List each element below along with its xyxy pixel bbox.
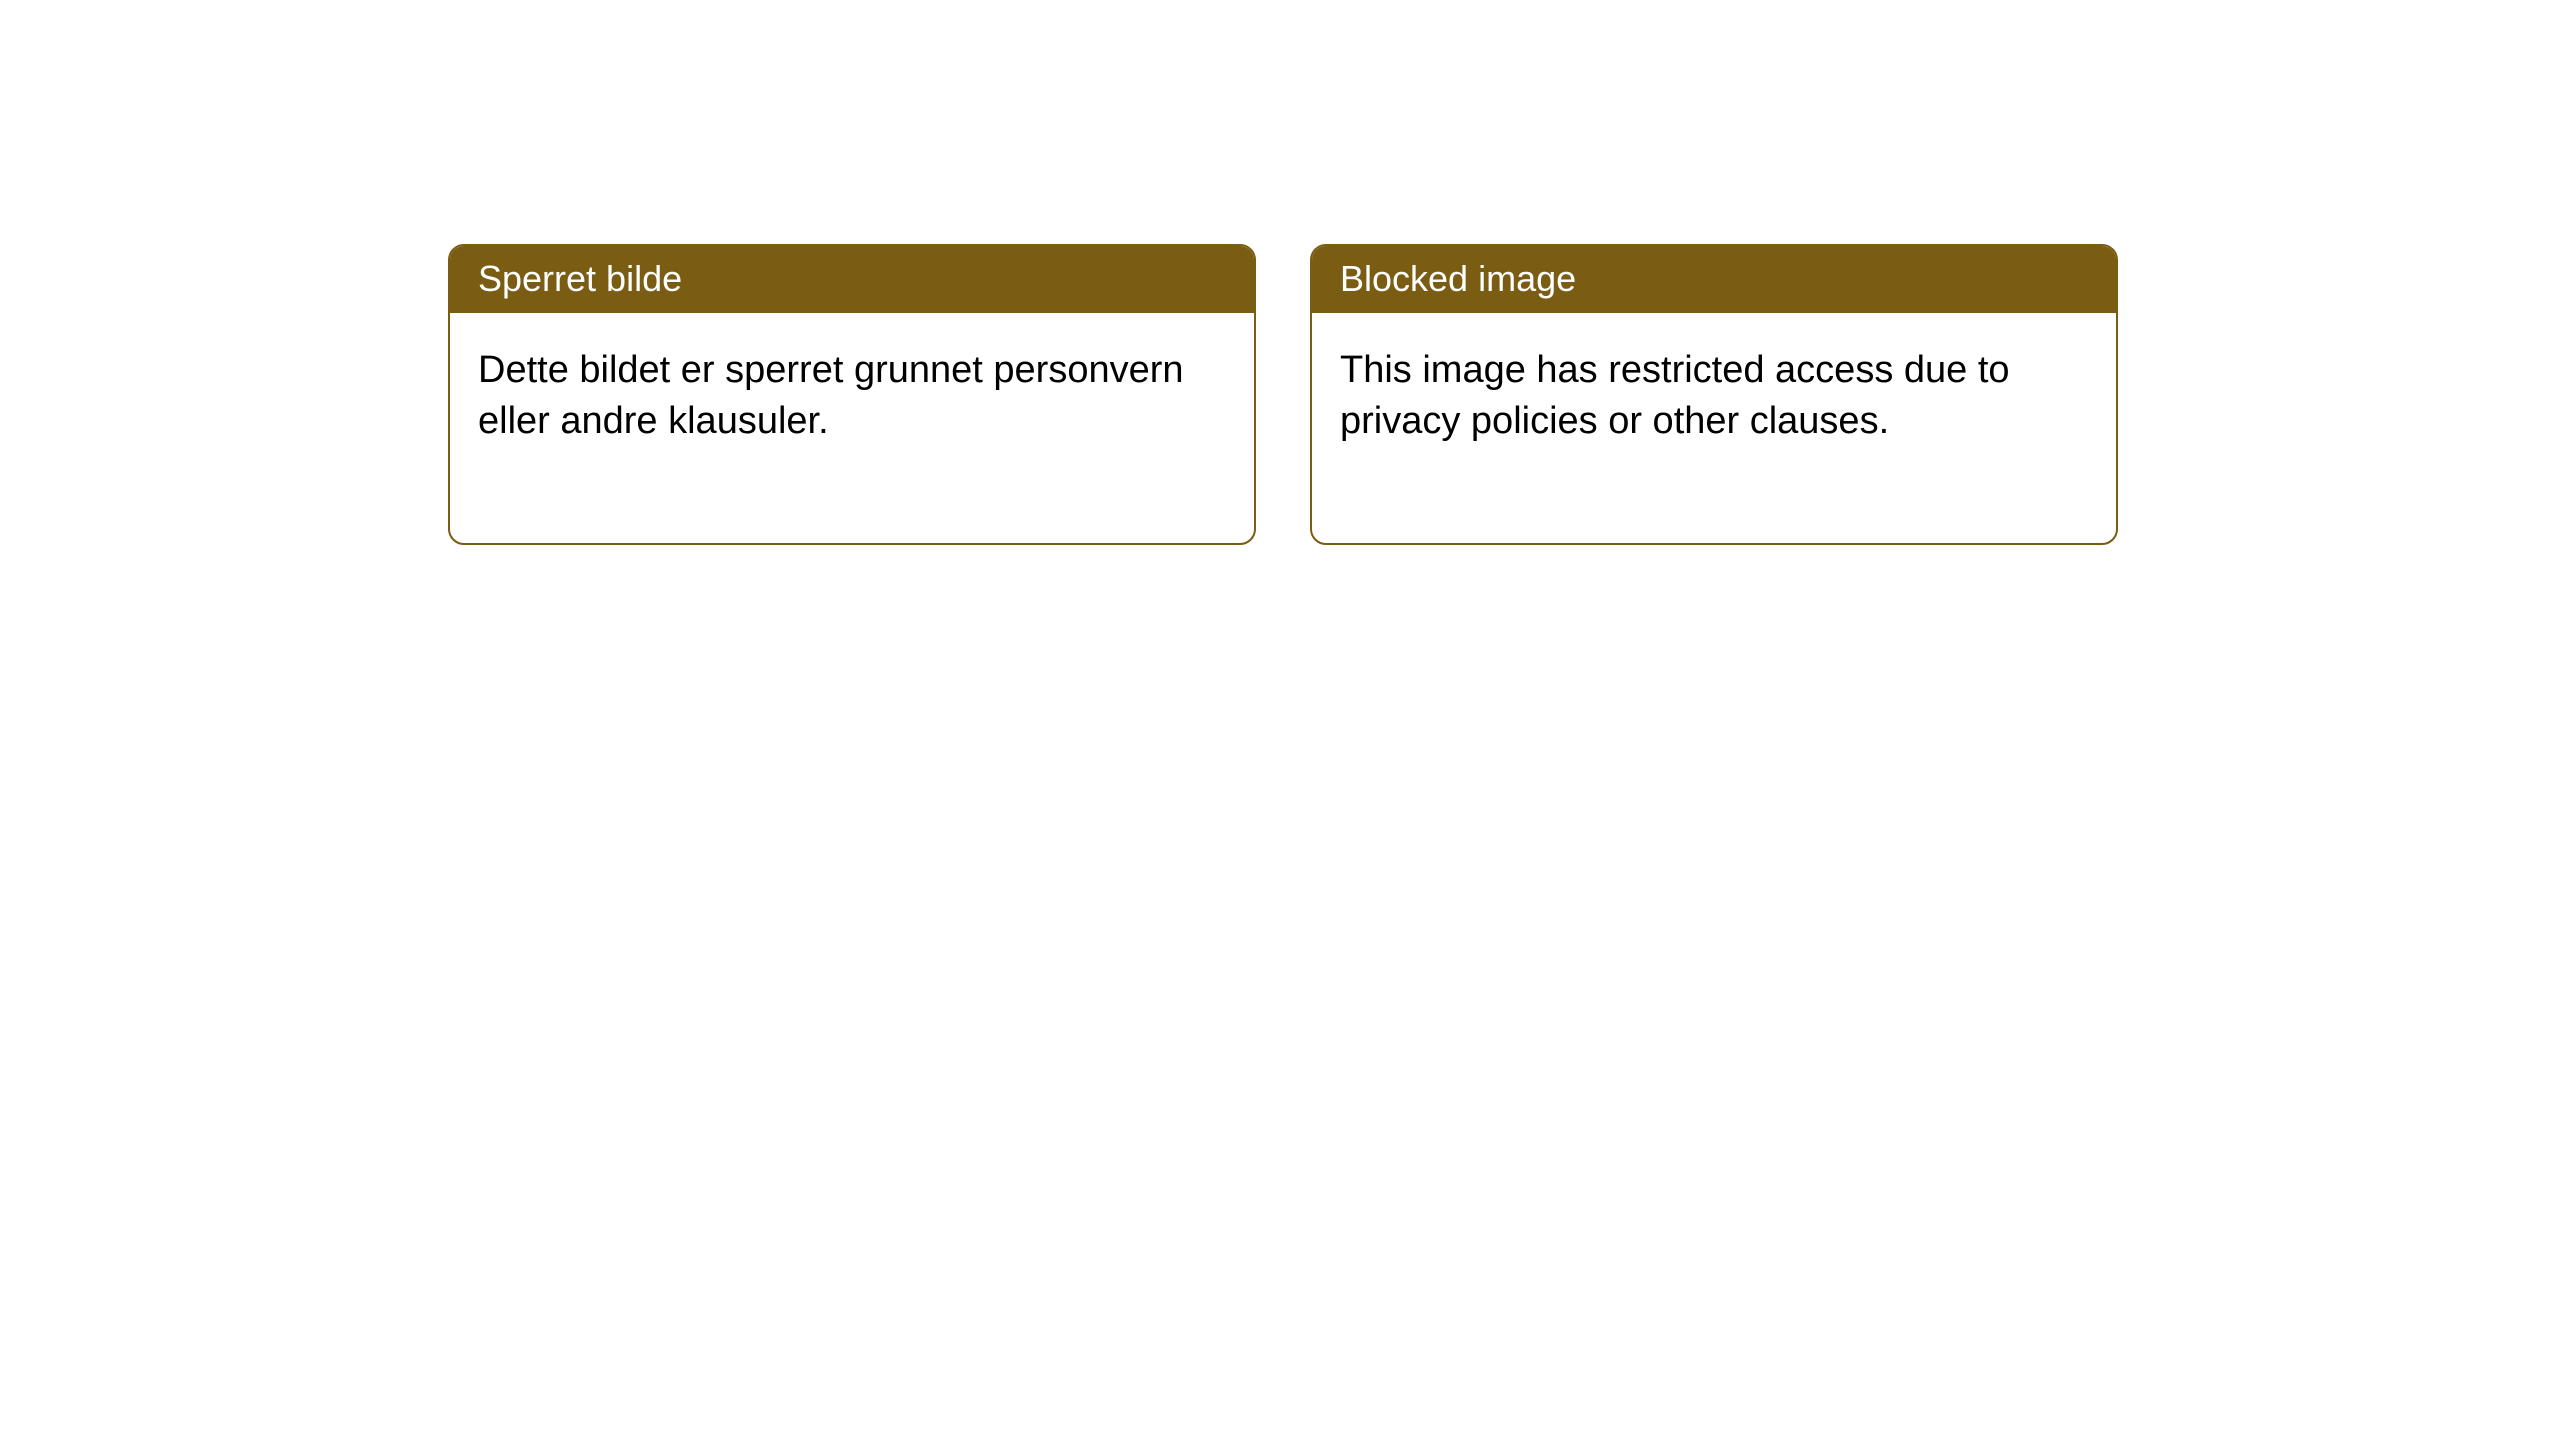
notice-body: This image has restricted access due to … [1312, 313, 2116, 543]
notice-header: Blocked image [1312, 246, 2116, 313]
notice-header: Sperret bilde [450, 246, 1254, 313]
notice-box-english: Blocked image This image has restricted … [1310, 244, 2118, 545]
notice-body: Dette bildet er sperret grunnet personve… [450, 313, 1254, 543]
notice-box-norwegian: Sperret bilde Dette bildet er sperret gr… [448, 244, 1256, 545]
notice-container: Sperret bilde Dette bildet er sperret gr… [0, 0, 2560, 545]
